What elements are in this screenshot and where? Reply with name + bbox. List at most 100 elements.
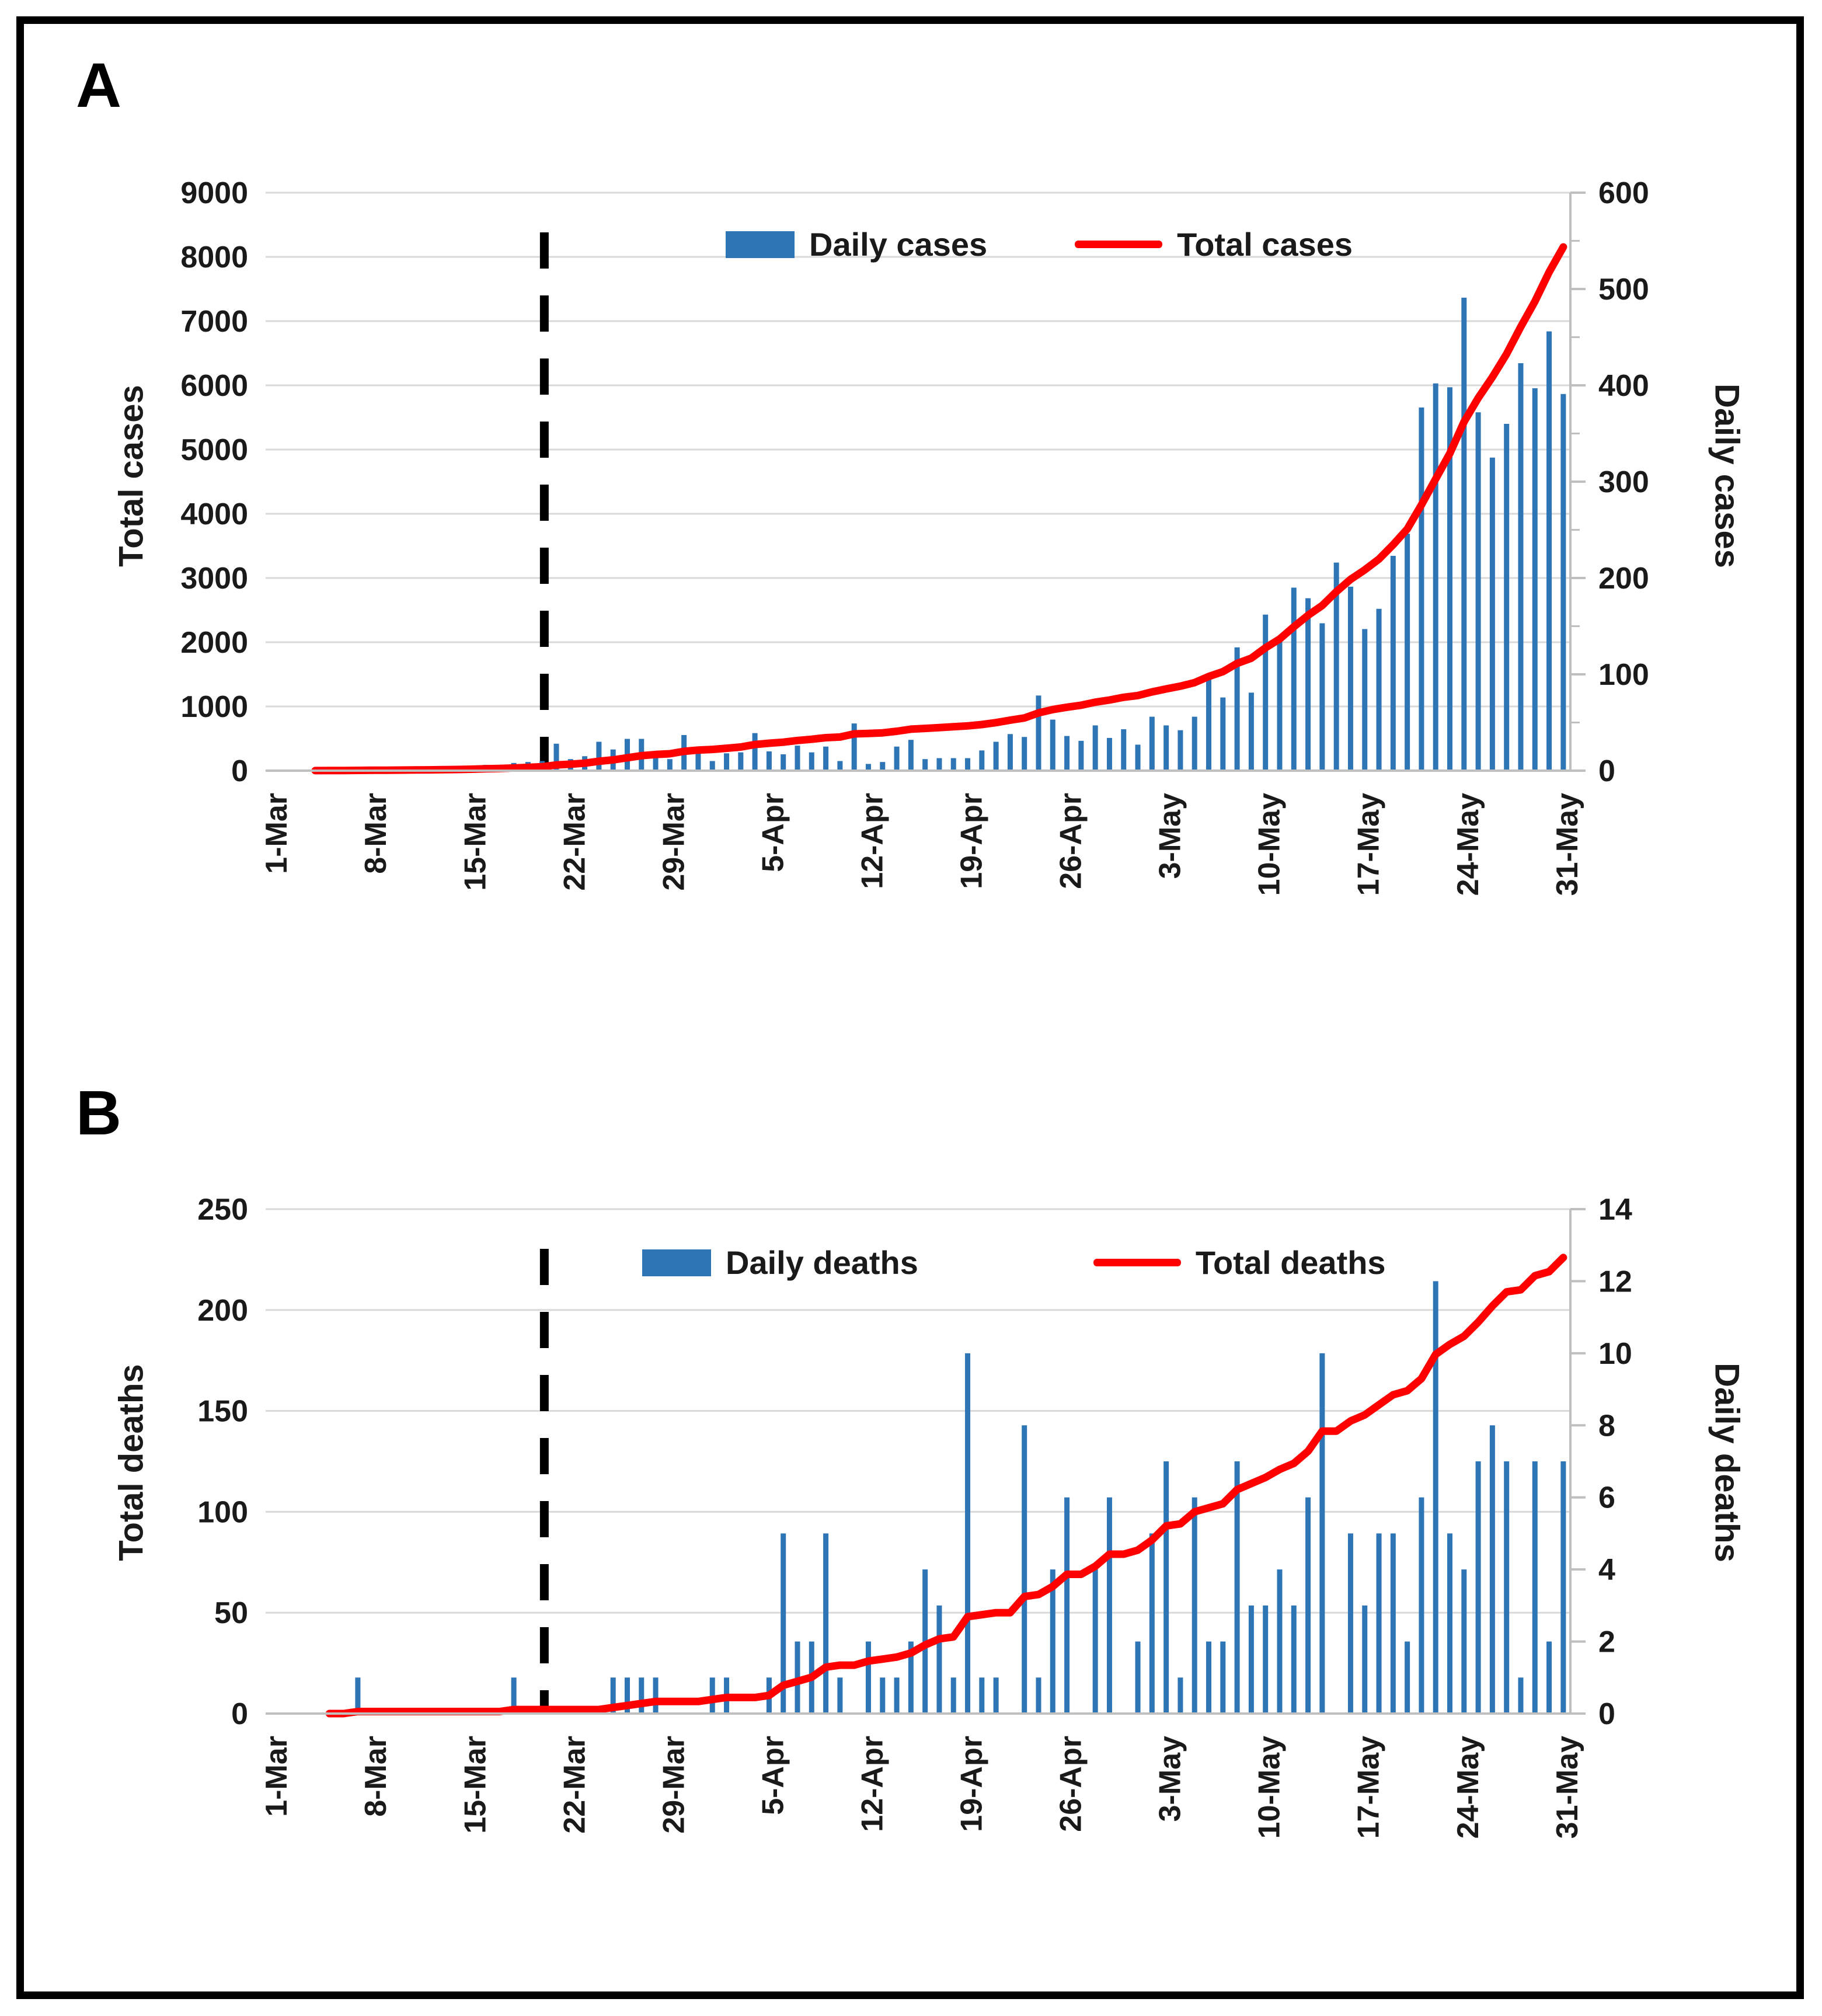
bar	[781, 754, 786, 771]
x-tick-label: 15-Mar	[458, 793, 492, 891]
left-tick-label: 50	[214, 1596, 248, 1630]
daily-cases-swatch-icon	[726, 231, 795, 258]
bar	[1064, 736, 1070, 771]
x-tick-label: 15-Mar	[458, 1736, 492, 1834]
bar	[1121, 729, 1127, 771]
bar	[851, 723, 857, 771]
bar	[653, 1677, 659, 1714]
bar	[1163, 1461, 1169, 1714]
left-axis-tick-labels: 0 1000 2000 3000 4000 5000 6000 7000 8000 9000	[180, 176, 248, 788]
daily-deaths-swatch-icon	[642, 1249, 711, 1276]
bar	[809, 752, 814, 771]
bar	[894, 1677, 900, 1714]
bar	[1433, 1281, 1438, 1714]
bar	[993, 741, 999, 771]
total-deaths-swatch-icon	[1093, 1259, 1181, 1266]
legend-item-daily-cases: Daily cases	[726, 225, 987, 263]
bar	[880, 1677, 886, 1714]
right-tick-label: 500	[1598, 273, 1649, 307]
bar	[1022, 737, 1027, 771]
bar	[1362, 1605, 1368, 1714]
bar	[950, 758, 956, 771]
bar	[936, 758, 942, 771]
right-tick-label: 10	[1598, 1337, 1632, 1371]
bar	[795, 746, 800, 771]
x-tick-label: 12-Apr	[855, 1736, 889, 1832]
bar	[709, 761, 715, 771]
x-tick-label: 22-Mar	[558, 1736, 591, 1834]
x-axis-tick-labels: 1-Mar 8-Mar 15-Mar 22-Mar 29-Mar 5-Apr 12-Apr 1…	[260, 793, 1584, 896]
right-tick-label: 2	[1598, 1625, 1615, 1659]
right-tick-label: 400	[1598, 369, 1649, 403]
daily-cases-legend-label: Daily cases	[809, 226, 988, 263]
left-tick-label: 100	[197, 1495, 248, 1529]
x-tick-label: 10-May	[1253, 1736, 1287, 1839]
x-tick-label: 3-May	[1154, 1736, 1187, 1822]
bar	[865, 764, 871, 771]
right-tick-label: 0	[1598, 1697, 1615, 1731]
x-tick-label: 1-Mar	[260, 793, 294, 874]
bar	[1106, 1497, 1112, 1714]
bar	[1475, 412, 1481, 771]
x-tick-label: 24-May	[1451, 793, 1485, 896]
bar	[1305, 598, 1311, 771]
bar	[823, 1533, 829, 1714]
panel-b-right-axis-title: Daily deaths	[1708, 1363, 1746, 1562]
bar	[1234, 1461, 1240, 1714]
bar	[1518, 1677, 1524, 1714]
right-tick-label: 4	[1598, 1553, 1615, 1587]
bar	[1192, 716, 1197, 771]
bar	[1376, 608, 1382, 771]
bar	[1504, 424, 1510, 771]
bar	[596, 741, 602, 771]
daily-deaths-legend-label: Daily deaths	[726, 1244, 918, 1281]
bar	[695, 751, 701, 771]
left-axis-tick-labels: 0 50 100 150 200 250	[197, 1193, 248, 1731]
axis-lines	[266, 1209, 1572, 1715]
bar	[1405, 1641, 1410, 1714]
x-axis-tick-labels: 1-Mar 8-Mar 15-Mar 22-Mar 29-Mar 5-Apr 12-Apr 1…	[260, 1736, 1584, 1839]
bar	[1475, 1461, 1481, 1714]
left-tick-label: 250	[197, 1193, 248, 1227]
bar	[1405, 534, 1410, 771]
bar	[553, 743, 559, 771]
bar	[355, 1677, 361, 1714]
bar	[894, 746, 900, 771]
right-tick-label: 100	[1598, 658, 1649, 692]
bar	[950, 1677, 956, 1714]
left-tick-label: 200	[197, 1294, 248, 1328]
right-tick-label: 200	[1598, 562, 1649, 596]
x-tick-label: 26-Apr	[1054, 793, 1088, 889]
left-tick-label: 1000	[180, 690, 248, 724]
x-tick-label: 3-May	[1154, 793, 1187, 879]
legend-item-total-deaths: Total deaths	[1093, 1244, 1386, 1282]
bar	[1532, 1461, 1538, 1714]
right-tick-label: 12	[1598, 1265, 1632, 1298]
bar	[610, 1677, 616, 1714]
panel-b-left-axis-title: Total deaths	[112, 1364, 151, 1561]
bar	[766, 751, 772, 771]
x-tick-label: 17-May	[1352, 793, 1386, 896]
left-tick-label: 4000	[180, 497, 248, 531]
bar	[1277, 638, 1283, 771]
x-tick-label: 8-Mar	[359, 793, 393, 874]
bar	[837, 1677, 843, 1714]
left-tick-label: 150	[197, 1395, 248, 1429]
bar	[709, 1677, 715, 1714]
bar	[1419, 1497, 1424, 1714]
left-tick-label: 0	[231, 1697, 248, 1731]
bar	[1036, 695, 1041, 771]
bar	[1220, 697, 1226, 771]
total-line	[325, 1254, 1567, 1718]
bar	[1177, 1677, 1183, 1714]
left-tick-label: 3000	[180, 562, 248, 596]
bar	[724, 753, 730, 771]
bar	[1305, 1497, 1311, 1714]
panel-a-right-axis-title: Daily cases	[1708, 383, 1746, 569]
daily-bars	[312, 297, 1566, 771]
bar	[1362, 629, 1368, 771]
total-deaths-legend-label: Total deaths	[1195, 1244, 1386, 1281]
bar	[1319, 623, 1325, 771]
x-tick-label: 8-Mar	[359, 1736, 393, 1817]
x-tick-label: 10-May	[1253, 793, 1287, 896]
